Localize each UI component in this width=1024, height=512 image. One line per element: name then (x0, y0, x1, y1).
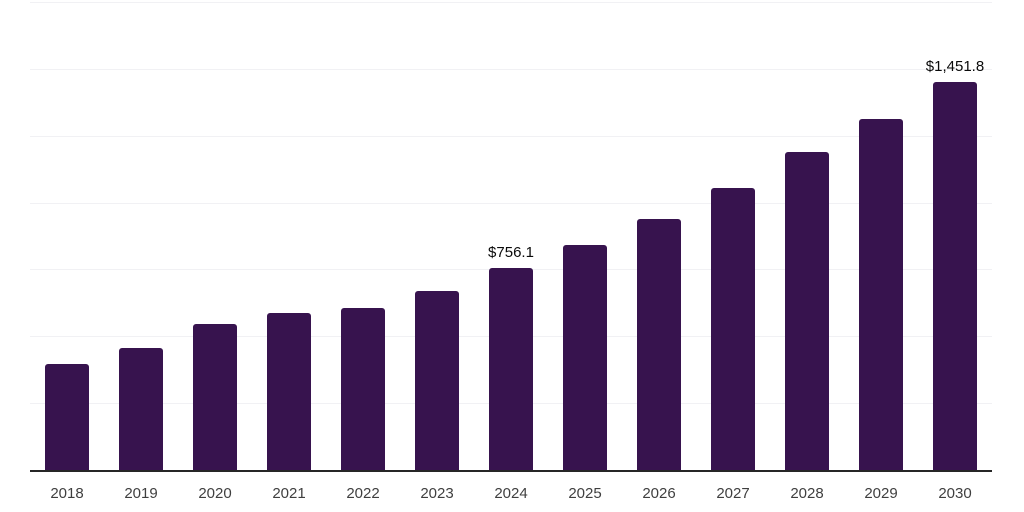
bar-2024 (489, 267, 533, 470)
value-label-2030: $1,451.8 (925, 57, 985, 75)
bar-2026 (637, 219, 681, 470)
x-tick-label-2019: 2019 (124, 485, 158, 502)
x-tick-label-2023: 2023 (420, 485, 454, 502)
bar-slot-2018 (30, 2, 104, 470)
gridline (30, 202, 992, 204)
bar-2022 (341, 307, 385, 470)
bar-slot-2026 (622, 2, 696, 470)
gridline (30, 135, 992, 137)
plot-area: $756.1 $1,451.8 (30, 2, 992, 472)
x-tick-label-2025: 2025 (568, 485, 602, 502)
bar-2018 (45, 364, 89, 470)
bar-slot-2019 (104, 2, 178, 470)
x-tick-label-2026: 2026 (642, 485, 676, 502)
x-tick-label-2029: 2029 (864, 485, 898, 502)
bar-slot-2028 (770, 2, 844, 470)
bar-2028 (785, 152, 829, 470)
bar-slot-2027 (696, 2, 770, 470)
bar-slot-2023 (400, 2, 474, 470)
bar-slot-2024: $756.1 (474, 2, 548, 470)
x-tick-label-2021: 2021 (272, 485, 306, 502)
bar-2029 (859, 118, 903, 470)
bar-2021 (267, 312, 311, 470)
x-tick-label-2024: 2024 (494, 485, 528, 502)
bar-slot-2020 (178, 2, 252, 470)
value-label-2024: $756.1 (488, 243, 534, 261)
x-tick-label-2027: 2027 (716, 485, 750, 502)
bar-2027 (711, 188, 755, 470)
bar-2030 (933, 81, 977, 470)
bar-slot-2029 (844, 2, 918, 470)
bar-slot-2021 (252, 2, 326, 470)
x-tick-label-2022: 2022 (346, 485, 380, 502)
bar-slot-2030: $1,451.8 (918, 2, 992, 470)
bar-2019 (119, 347, 163, 470)
x-tick-label-2028: 2028 (790, 485, 824, 502)
bar-2023 (415, 290, 459, 470)
bar-2020 (193, 323, 237, 470)
x-tick-label-2018: 2018 (50, 485, 84, 502)
gridline (30, 68, 992, 70)
x-tick-label-2030: 2030 (938, 485, 972, 502)
x-tick-label-2020: 2020 (198, 485, 232, 502)
bar-slot-2022 (326, 2, 400, 470)
gridline (30, 2, 992, 3)
x-axis: 2018 2019 2020 2021 2022 2023 2024 2025 2026 2027… (30, 485, 992, 503)
bar-slot-2025 (548, 2, 622, 470)
bar-2025 (563, 245, 607, 470)
